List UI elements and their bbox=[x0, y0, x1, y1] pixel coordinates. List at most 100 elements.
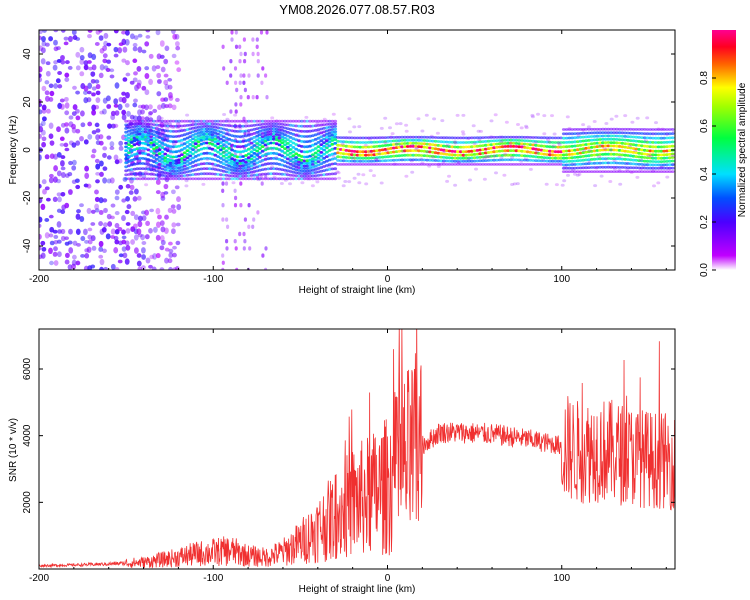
spectrogram-cell bbox=[216, 146, 221, 150]
spectrogram-cell bbox=[581, 170, 586, 174]
spectrogram-cell bbox=[428, 154, 432, 158]
spectrogram-cell bbox=[531, 136, 536, 139]
spectrogram-cell bbox=[383, 141, 388, 145]
spectrogram-cell bbox=[341, 163, 346, 166]
spectrogram-cell bbox=[144, 116, 150, 121]
spectrogram-cell bbox=[235, 145, 240, 149]
spectrogram-cell bbox=[126, 151, 131, 155]
spectrogram-cell bbox=[667, 128, 672, 131]
spectrogram-cell bbox=[199, 125, 204, 129]
spectrogram-cell bbox=[87, 33, 92, 39]
spectrogram-cell bbox=[430, 136, 435, 139]
spectrogram-cell bbox=[333, 141, 338, 145]
spectrogram-cell bbox=[642, 163, 647, 167]
spectrogram-cell bbox=[143, 138, 148, 142]
spectrogram-cell bbox=[383, 159, 388, 163]
spectrogram-cell bbox=[83, 139, 89, 145]
spectrogram-cell bbox=[213, 149, 218, 152]
spectrogram-cell bbox=[210, 152, 215, 156]
spectrogram-cell bbox=[495, 163, 499, 166]
spectrogram-cell bbox=[428, 139, 432, 143]
spectrogram-cell bbox=[573, 127, 577, 131]
spectrogram-cell bbox=[609, 148, 614, 152]
spectrogram-cell bbox=[316, 160, 321, 164]
spectrogram-cell bbox=[366, 163, 371, 166]
spectrogram-cell bbox=[221, 154, 226, 158]
spectrogram-cell bbox=[160, 119, 165, 123]
spectrogram-cell bbox=[221, 177, 226, 181]
spectrogram-cell bbox=[146, 143, 151, 147]
spectrogram-cell bbox=[603, 144, 608, 148]
spectrogram-cell bbox=[291, 137, 296, 141]
spectrogram-cell bbox=[224, 181, 229, 186]
spectrogram-cell bbox=[623, 135, 628, 138]
spectrogram-cell bbox=[662, 156, 667, 160]
spectrogram-cell bbox=[386, 155, 391, 159]
spectrogram-cell bbox=[219, 160, 223, 164]
spectrogram-cell bbox=[651, 136, 655, 140]
spectrogram-cell bbox=[272, 124, 276, 128]
spectrogram-cell bbox=[226, 224, 230, 229]
spectrogram-cell bbox=[171, 155, 176, 159]
spectrogram-cell bbox=[129, 172, 134, 176]
spectrogram-cell bbox=[478, 155, 483, 159]
spectrogram-cell bbox=[584, 135, 588, 139]
spectrogram-cell bbox=[419, 157, 424, 161]
spectrogram-cell bbox=[238, 140, 243, 144]
spectrogram-cell bbox=[227, 164, 232, 168]
spectrogram-cell bbox=[394, 139, 399, 143]
spectrogram-cell bbox=[614, 131, 619, 135]
spectrogram-cell bbox=[64, 110, 70, 116]
spectrogram-cell bbox=[227, 123, 232, 127]
x-tick-label: -100 bbox=[203, 274, 223, 285]
spectrogram-cell bbox=[509, 158, 513, 162]
spectrogram-cell bbox=[665, 145, 669, 149]
spectrogram-cell bbox=[71, 263, 76, 270]
spectrogram-cell bbox=[389, 159, 393, 162]
spectrogram-cell bbox=[291, 174, 296, 177]
spectrogram-cell bbox=[270, 147, 275, 151]
colorbar-tick-label: 0.0 bbox=[699, 263, 710, 277]
spectrogram-cell bbox=[185, 113, 190, 117]
spectrogram-cell bbox=[612, 161, 616, 165]
spectrogram-cell bbox=[233, 126, 238, 129]
spectrogram-cell bbox=[248, 246, 252, 251]
spectrogram-cell bbox=[640, 170, 644, 174]
spectrogram-cell bbox=[174, 33, 180, 40]
spectrogram-cell bbox=[138, 127, 143, 131]
spectrogram-cell bbox=[102, 146, 108, 151]
spectrogram-cell bbox=[238, 167, 243, 170]
spectrogram-cell bbox=[461, 163, 466, 166]
spectrogram-cell bbox=[336, 139, 340, 143]
spectrogram-cell bbox=[284, 171, 289, 175]
spectrogram-cell bbox=[405, 135, 410, 139]
spectrogram-cell bbox=[355, 150, 360, 154]
spectrogram-cell bbox=[132, 119, 137, 123]
spectrogram-cell bbox=[380, 159, 385, 163]
spectrogram-cell bbox=[138, 135, 143, 139]
spectrogram-cell bbox=[626, 166, 630, 170]
spectrogram-cell bbox=[40, 240, 46, 246]
spectrogram-cell bbox=[179, 141, 184, 145]
y-tick-label: 0 bbox=[22, 147, 33, 153]
spectrogram-cell bbox=[185, 177, 190, 181]
spectrogram-cell bbox=[670, 159, 675, 163]
spectrogram-cell bbox=[606, 131, 611, 135]
spectrogram-cell bbox=[364, 156, 368, 160]
spectrogram-cell bbox=[269, 127, 273, 131]
spectrogram-cell bbox=[152, 136, 156, 140]
spectrogram-cell bbox=[609, 161, 614, 165]
spectrogram-cell bbox=[166, 171, 170, 175]
spectrogram-cell bbox=[456, 153, 460, 157]
spectrogram-cell bbox=[141, 172, 145, 176]
spectrogram-cell bbox=[242, 231, 246, 237]
spectrogram-cell bbox=[213, 153, 218, 157]
spectrogram-cell bbox=[124, 141, 128, 145]
spectrogram-cell bbox=[227, 137, 232, 141]
spectrogram-cell bbox=[138, 119, 143, 123]
spectrogram-cell bbox=[252, 132, 257, 135]
spectrogram-cell bbox=[274, 167, 279, 171]
spectrogram-cell bbox=[653, 153, 658, 157]
spectrogram-cell bbox=[244, 154, 248, 157]
spectrogram-cell bbox=[126, 123, 131, 126]
